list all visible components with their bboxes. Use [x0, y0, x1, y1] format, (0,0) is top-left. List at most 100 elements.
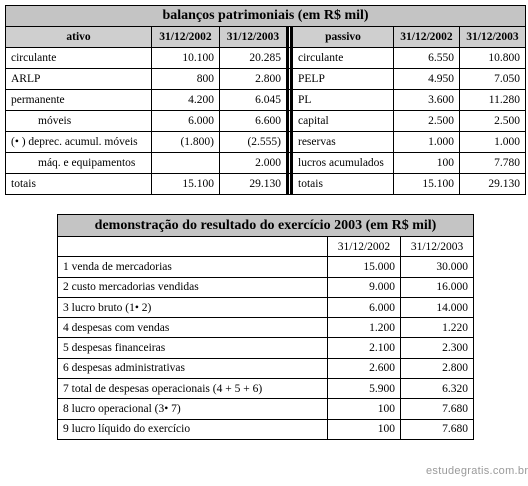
- asset-label: totais: [5, 173, 152, 195]
- header-ativo-2002: 31/12/2002: [151, 26, 220, 48]
- value-2002: 6.000: [327, 296, 401, 319]
- liability-2003: 10.800: [459, 47, 526, 69]
- asset-2002: 10.100: [151, 47, 220, 69]
- asset-2003: 29.130: [219, 173, 288, 195]
- asset-2003: 6.045: [219, 89, 288, 111]
- asset-2003: 2.800: [219, 68, 288, 90]
- liability-2003: 1.000: [459, 131, 526, 153]
- asset-2002: 4.200: [151, 89, 220, 111]
- table-row: permanente 4.200 6.045 PL 3.600 11.280: [5, 89, 526, 111]
- asset-2003: 6.600: [219, 110, 288, 132]
- value-2002: 1.200: [327, 317, 401, 339]
- value-2002: 100: [327, 398, 401, 420]
- value-2002: 5.900: [327, 378, 401, 400]
- balance-sheet-table: balanços patrimoniais (em R$ mil) ativo …: [5, 5, 526, 195]
- asset-2002: 15.100: [151, 173, 220, 195]
- value-2003: 7.680: [399, 418, 475, 440]
- asset-label: máq. e equipamentos: [5, 152, 152, 174]
- line-item: 5 despesas financeiras: [57, 337, 328, 359]
- line-item: 7 total de despesas operacionais (4 + 5 …: [57, 378, 328, 400]
- asset-2003: 20.285: [219, 47, 288, 69]
- table-row: máq. e equipamentos 2.000 lucros acumula…: [5, 152, 526, 174]
- site-watermark: estudegratis.com.br: [426, 465, 528, 477]
- line-item: 6 despesas administrativas: [57, 357, 328, 380]
- balance-header-row: ativo 31/12/2002 31/12/2003 passivo 31/1…: [5, 26, 526, 48]
- asset-2003: 2.000: [219, 152, 288, 174]
- liability-2002: 2.500: [393, 110, 460, 132]
- income-statement-table: demonstração do resultado do exercício 2…: [56, 214, 475, 440]
- line-item: 9 lucro líquido do exercício: [57, 418, 328, 440]
- asset-2002: [151, 152, 220, 174]
- line-item: 3 lucro bruto (1• 2): [57, 296, 328, 319]
- value-2003: 30.000: [399, 256, 475, 278]
- liability-2002: 6.550: [393, 47, 460, 69]
- table-row: ARLP 800 2.800 PELP 4.950 7.050: [5, 68, 526, 90]
- liability-label: reservas: [291, 131, 394, 153]
- income-statement-title: demonstração do resultado do exercício 2…: [56, 214, 475, 237]
- liability-2003: 11.280: [459, 89, 526, 111]
- asset-label: permanente: [5, 89, 152, 111]
- asset-2002: 800: [151, 68, 220, 90]
- header-ativo-2003: 31/12/2003: [219, 26, 288, 48]
- header-ativo: ativo: [5, 26, 152, 48]
- table-row: (• ) deprec. acumul. móveis (1.800) (2.5…: [5, 131, 526, 153]
- header-passivo-2003: 31/12/2003: [459, 26, 526, 48]
- header-2002: 31/12/2002: [327, 235, 401, 258]
- liability-2002: 15.100: [393, 173, 460, 195]
- table-row: 1 venda de mercadorias 15.000 30.000: [57, 256, 475, 278]
- value-2003: 7.680: [399, 398, 475, 420]
- table-row: 5 despesas financeiras 2.100 2.300: [57, 337, 475, 359]
- header-2003: 31/12/2003: [399, 235, 475, 258]
- asset-label: móveis: [5, 110, 152, 132]
- value-2003: 14.000: [399, 296, 475, 319]
- balance-sheet-title: balanços patrimoniais (em R$ mil): [5, 5, 526, 27]
- value-2003: 2.300: [399, 337, 475, 359]
- liability-label: PL: [291, 89, 394, 111]
- table-row: 2 custo mercadorias vendidas 9.000 16.00…: [57, 276, 475, 298]
- value-2002: 9.000: [327, 276, 401, 298]
- asset-2002: 6.000: [151, 110, 220, 132]
- liability-label: lucros acumulados: [291, 152, 394, 174]
- totals-row: totais 15.100 29.130 totais 15.100 29.13…: [5, 173, 526, 195]
- value-2003: 6.320: [399, 378, 475, 400]
- asset-label: (• ) deprec. acumul. móveis: [5, 131, 152, 153]
- line-item: 1 venda de mercadorias: [57, 256, 328, 278]
- table-row: 3 lucro bruto (1• 2) 6.000 14.000: [57, 296, 475, 319]
- table-row: 6 despesas administrativas 2.600 2.800: [57, 357, 475, 380]
- liability-2002: 4.950: [393, 68, 460, 90]
- header-passivo: passivo: [291, 26, 394, 48]
- line-item: 4 despesas com vendas: [57, 317, 328, 339]
- table-row: circulante 10.100 20.285 circulante 6.55…: [5, 47, 526, 69]
- liability-2003: 2.500: [459, 110, 526, 132]
- liability-2003: 29.130: [459, 173, 526, 195]
- asset-label: circulante: [5, 47, 152, 69]
- liability-2002: 1.000: [393, 131, 460, 153]
- liability-2003: 7.050: [459, 68, 526, 90]
- line-item: 8 lucro operacional (3• 7): [57, 398, 328, 420]
- liability-label: circulante: [291, 47, 394, 69]
- value-2002: 2.100: [327, 337, 401, 359]
- asset-label: ARLP: [5, 68, 152, 90]
- column-gap: [286, 173, 293, 195]
- table-row: 9 lucro líquido do exercício 100 7.680: [57, 418, 475, 440]
- asset-2003: (2.555): [219, 131, 288, 153]
- liability-2003: 7.780: [459, 152, 526, 174]
- liability-label: totais: [291, 173, 394, 195]
- table-row: 4 despesas com vendas 1.200 1.220: [57, 317, 475, 339]
- liability-2002: 100: [393, 152, 460, 174]
- table-row: 8 lucro operacional (3• 7) 100 7.680: [57, 398, 475, 420]
- liability-2002: 3.600: [393, 89, 460, 111]
- value-2002: 100: [327, 418, 401, 440]
- value-2003: 16.000: [399, 276, 475, 298]
- asset-2002: (1.800): [151, 131, 220, 153]
- value-2003: 2.800: [399, 357, 475, 380]
- header-passivo-2002: 31/12/2002: [393, 26, 460, 48]
- liability-label: capital: [291, 110, 394, 132]
- liability-label: PELP: [291, 68, 394, 90]
- table-row: móveis 6.000 6.600 capital 2.500 2.500: [5, 110, 526, 132]
- table-row: 7 total de despesas operacionais (4 + 5 …: [57, 378, 475, 400]
- header-blank: [57, 235, 328, 258]
- line-item: 2 custo mercadorias vendidas: [57, 276, 328, 298]
- income-header-row: 31/12/2002 31/12/2003: [57, 235, 475, 258]
- value-2003: 1.220: [399, 317, 475, 339]
